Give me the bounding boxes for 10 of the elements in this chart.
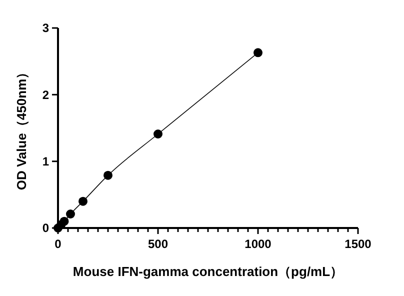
y-tick-label: 0 [42, 221, 50, 236]
x-tick-label: 500 [148, 237, 168, 251]
y-axis-title: OD Value（450nm） [14, 66, 29, 190]
x-axis-title: Mouse IFN-gamma concentration（pg/mL） [72, 264, 344, 279]
x-tick-label: 0 [54, 237, 62, 251]
y-tick-label: 3 [42, 21, 50, 36]
y-tick-label: 2 [42, 88, 50, 102]
x-tick-label: 1000 [244, 237, 272, 251]
x-tick-label: 1500 [344, 237, 372, 251]
y-tick-label: 1 [42, 154, 50, 169]
